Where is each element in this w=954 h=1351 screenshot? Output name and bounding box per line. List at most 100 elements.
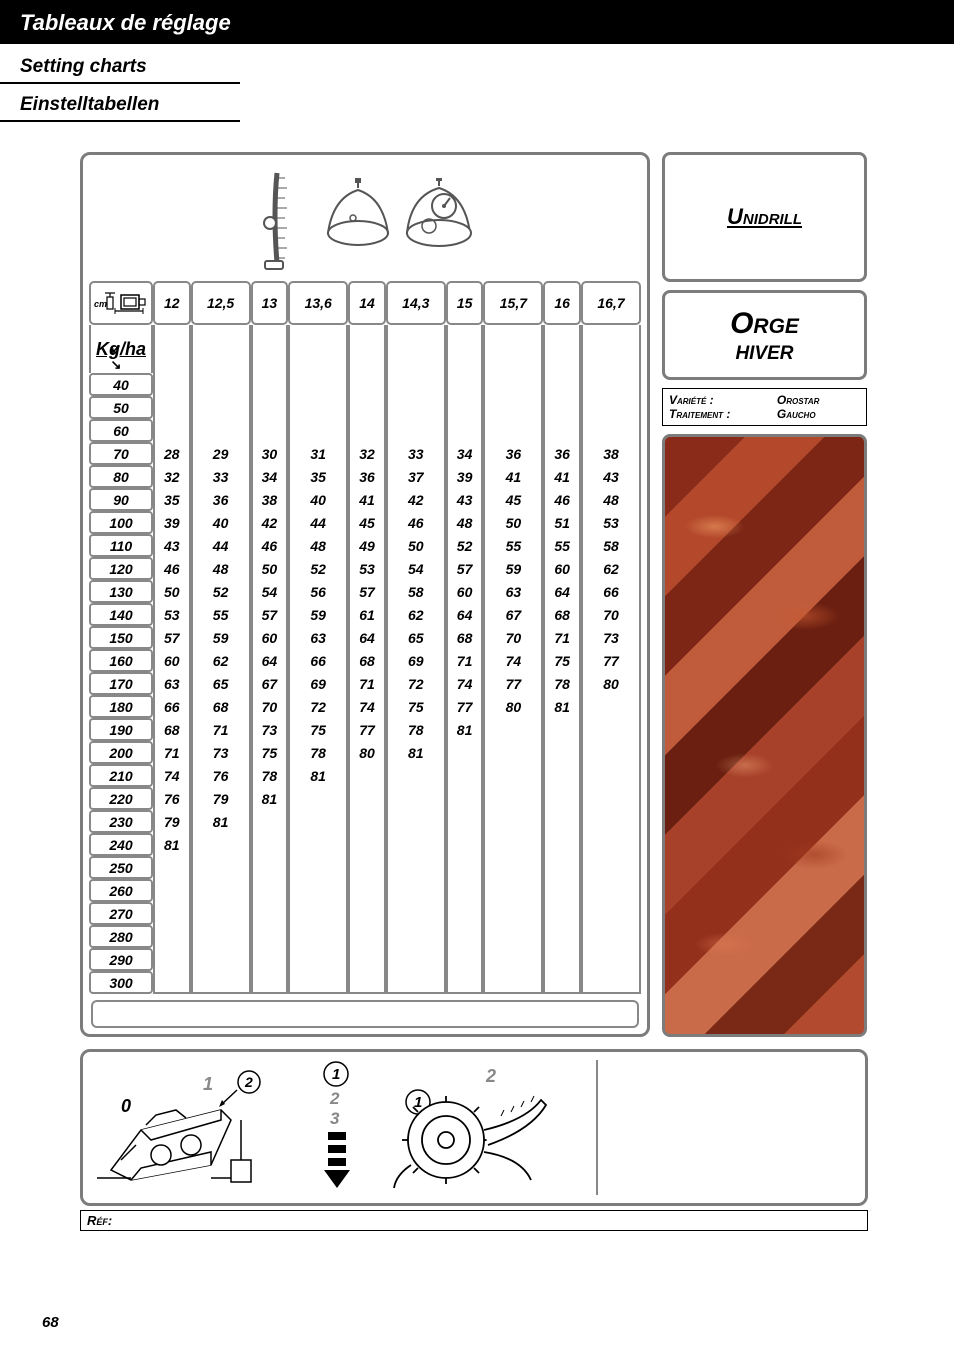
table-cell	[483, 902, 543, 925]
table-cell: 80	[581, 672, 641, 695]
crop-subtitle: HIVER	[671, 343, 858, 365]
table-cell	[581, 787, 641, 810]
table-row: 200717375788081	[89, 741, 641, 764]
table-cell	[348, 810, 386, 833]
svg-text:3: 3	[330, 1109, 340, 1128]
row-header: 40	[89, 373, 153, 396]
table-cell: 42	[251, 511, 289, 534]
table-cell	[543, 971, 581, 994]
table-cell: 75	[386, 695, 446, 718]
table-cell	[386, 925, 446, 948]
table-cell: 69	[288, 672, 348, 695]
row-header: 190	[89, 718, 153, 741]
table-cell	[446, 948, 484, 971]
table-cell	[483, 856, 543, 879]
table-cell: 60	[153, 649, 191, 672]
table-cell	[446, 925, 484, 948]
table-cell	[153, 902, 191, 925]
table-cell: 46	[153, 557, 191, 580]
table-cell: 53	[153, 603, 191, 626]
table-cell	[386, 396, 446, 419]
table-row: 24081	[89, 833, 641, 856]
table-cell	[153, 396, 191, 419]
table-cell: 70	[581, 603, 641, 626]
table-cell: 71	[543, 626, 581, 649]
table-cell	[288, 787, 348, 810]
table-cell: 77	[446, 695, 484, 718]
table-cell: 34	[446, 442, 484, 465]
table-cell	[191, 948, 251, 971]
brand-box: Unidrill	[662, 152, 867, 282]
table-cell: 57	[251, 603, 289, 626]
table-cell	[288, 902, 348, 925]
table-cell: 68	[153, 718, 191, 741]
svg-text:2: 2	[244, 1074, 253, 1090]
row-header: 70	[89, 442, 153, 465]
setting-chart-panel: cm 12 12,5	[80, 152, 650, 1037]
table-cell: 50	[251, 557, 289, 580]
table-cell	[288, 948, 348, 971]
table-cell	[191, 925, 251, 948]
table-cell: 58	[581, 534, 641, 557]
table-cell	[191, 833, 251, 856]
table-cell: 81	[288, 764, 348, 787]
table-cell: 50	[386, 534, 446, 557]
setting-chart-table: cm 12 12,5	[89, 281, 641, 994]
table-cell	[446, 902, 484, 925]
table-cell	[288, 373, 348, 396]
table-cell	[483, 925, 543, 948]
table-cell: 71	[191, 718, 251, 741]
table-cell: 73	[191, 741, 251, 764]
table-cell: 65	[191, 672, 251, 695]
crop-title: Orge	[671, 307, 858, 341]
table-cell	[483, 419, 543, 442]
table-cell	[446, 373, 484, 396]
table-cell	[288, 856, 348, 879]
table-cell: 62	[581, 557, 641, 580]
table-cell: 72	[386, 672, 446, 695]
table-cell	[386, 419, 446, 442]
gearbox-diagram-icon: 0 1 2	[91, 1060, 306, 1195]
cm-header: cm	[89, 281, 153, 325]
table-cell	[251, 396, 289, 419]
table-cell	[153, 925, 191, 948]
table-cell: 52	[288, 557, 348, 580]
table-cell: 57	[153, 626, 191, 649]
row-header: 60	[89, 419, 153, 442]
table-cell: 46	[251, 534, 289, 557]
table-cell: 41	[483, 465, 543, 488]
table-cell	[581, 810, 641, 833]
table-cell: 78	[386, 718, 446, 741]
table-cell: 65	[386, 626, 446, 649]
table-cell	[386, 856, 446, 879]
table-cell: 36	[483, 442, 543, 465]
table-cell: 62	[386, 603, 446, 626]
table-cell: 49	[348, 534, 386, 557]
col-header: 12	[153, 281, 191, 325]
row-header: 250	[89, 856, 153, 879]
table-cell: 61	[348, 603, 386, 626]
row-header: 90	[89, 488, 153, 511]
table-cell	[543, 764, 581, 787]
col-header: 13	[251, 281, 289, 325]
table-cell: 42	[386, 488, 446, 511]
table-cell	[446, 879, 484, 902]
row-header: 220	[89, 787, 153, 810]
table-cell: 57	[446, 557, 484, 580]
table-cell: 53	[581, 511, 641, 534]
table-cell	[446, 764, 484, 787]
table-cell: 51	[543, 511, 581, 534]
row-header: 210	[89, 764, 153, 787]
table-row: 13050525456575860636466	[89, 580, 641, 603]
metering-wheel-icon: 1 2	[376, 1060, 586, 1195]
table-row: 40	[89, 373, 641, 396]
table-cell	[543, 419, 581, 442]
row-header: 140	[89, 603, 153, 626]
table-row: 11043444648495052555558	[89, 534, 641, 557]
table-cell	[348, 396, 386, 419]
table-cell	[251, 856, 289, 879]
table-cell	[288, 971, 348, 994]
table-cell: 81	[191, 810, 251, 833]
row-header: 110	[89, 534, 153, 557]
table-cell: 39	[153, 511, 191, 534]
